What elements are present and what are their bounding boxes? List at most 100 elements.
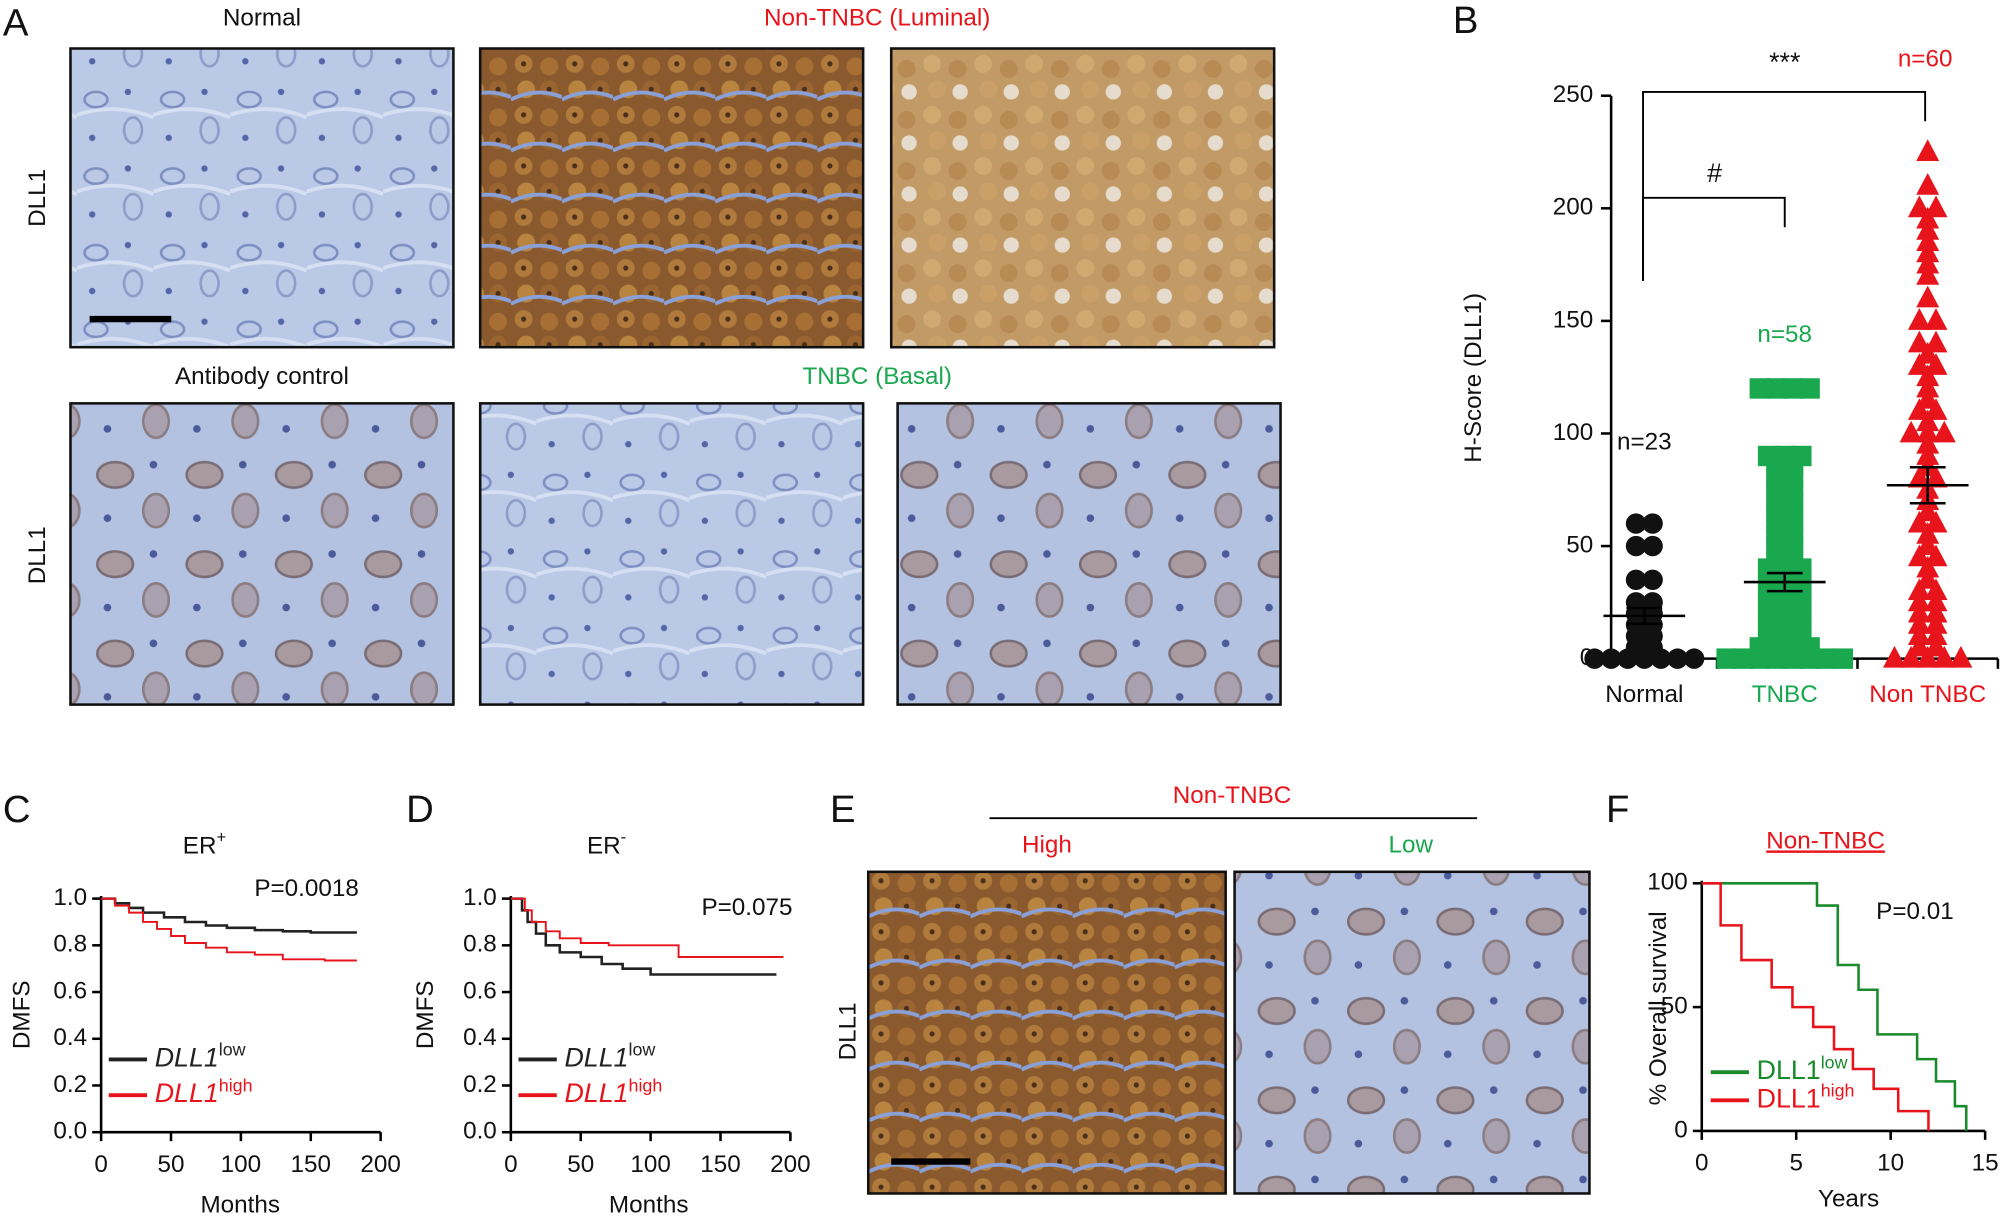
data-point bbox=[1907, 330, 1931, 353]
data-point bbox=[1625, 513, 1647, 534]
data-point bbox=[1832, 648, 1854, 669]
data-point bbox=[1600, 648, 1622, 669]
x-tick-label: 50 bbox=[158, 1151, 185, 1178]
legend-superscript: low bbox=[219, 1039, 246, 1059]
data-point bbox=[1907, 612, 1931, 634]
y-axis-label: H-Score (DLL1) bbox=[1460, 293, 1487, 463]
annotation: P=0.075 bbox=[701, 894, 792, 921]
x-tick-label: 15 bbox=[1972, 1150, 1999, 1177]
data-point bbox=[1899, 420, 1923, 443]
y-tick-label: 100 bbox=[1647, 869, 1687, 896]
data-point bbox=[1924, 544, 1948, 567]
data-point bbox=[1774, 445, 1795, 467]
survival-curve bbox=[510, 897, 777, 976]
row-label: DLL1 bbox=[24, 526, 51, 584]
data-point bbox=[1916, 251, 1940, 274]
x-tick-label: Non TNBC bbox=[1869, 681, 1987, 709]
data-point bbox=[1924, 308, 1948, 330]
x-tick-label-box: TNBC bbox=[1752, 682, 1818, 709]
data-point bbox=[1924, 634, 1948, 657]
data-point bbox=[1782, 378, 1804, 399]
legend-superscript: high bbox=[1821, 1080, 1855, 1100]
panel-label: D bbox=[406, 788, 434, 831]
data-point bbox=[1916, 364, 1940, 387]
y-tick-label: 0.8 bbox=[53, 931, 87, 958]
x-tick-label: 200 bbox=[770, 1151, 810, 1178]
data-point bbox=[1924, 612, 1948, 634]
micrograph bbox=[69, 47, 455, 349]
error-bar bbox=[1626, 606, 1663, 626]
data-point bbox=[1883, 645, 1906, 668]
data-point bbox=[1899, 645, 1923, 668]
legend-label: DLL1high bbox=[155, 1075, 253, 1108]
y-tick-label: 0.2 bbox=[53, 1071, 87, 1098]
legend-superscript: high bbox=[219, 1075, 253, 1095]
data-point bbox=[1907, 544, 1931, 567]
data-point bbox=[1625, 569, 1647, 591]
data-point bbox=[1667, 648, 1688, 669]
y-tick-label: 50 bbox=[1661, 993, 1688, 1020]
chart-title: ER- bbox=[587, 828, 626, 860]
data-point bbox=[1757, 445, 1779, 467]
micrograph bbox=[889, 47, 1276, 349]
y-tick-label: 0.8 bbox=[463, 931, 497, 958]
data-point bbox=[1642, 513, 1663, 534]
data-point bbox=[1916, 263, 1940, 285]
survival-curve bbox=[510, 897, 784, 958]
panel-label: A bbox=[3, 2, 29, 45]
micrograph bbox=[478, 402, 865, 706]
legend-name: DLL1 bbox=[564, 1078, 628, 1108]
data-point bbox=[1916, 218, 1940, 240]
y-tick-label: 0.6 bbox=[53, 977, 87, 1004]
annotation: P=0.0018 bbox=[254, 875, 359, 902]
data-point bbox=[1916, 645, 1940, 668]
data-point bbox=[1916, 173, 1940, 195]
data-point bbox=[1907, 623, 1931, 646]
data-point bbox=[1907, 634, 1931, 657]
x-axis-label: Years bbox=[1818, 1185, 1879, 1212]
chart-title-superscript: - bbox=[621, 828, 627, 847]
data-point bbox=[1766, 378, 1787, 399]
legend-label: DLL1low bbox=[155, 1039, 246, 1072]
data-point bbox=[1625, 535, 1647, 557]
error-bar bbox=[1766, 571, 1803, 593]
row-label: DLL1 bbox=[24, 169, 51, 227]
n-label: n=60 bbox=[1898, 45, 1953, 72]
data-point bbox=[1816, 648, 1837, 669]
chart-title: Non-TNBC bbox=[1766, 828, 1885, 855]
y-tick-label: 1.0 bbox=[463, 884, 497, 911]
data-point bbox=[1916, 420, 1940, 443]
x-tick-label: 200 bbox=[360, 1151, 400, 1178]
micrograph bbox=[478, 47, 865, 349]
chart-title-superscript: + bbox=[217, 828, 227, 847]
significance-label: *** bbox=[1769, 47, 1801, 77]
x-tick-label: 100 bbox=[221, 1151, 261, 1178]
data-point bbox=[1916, 443, 1940, 465]
legend-name: DLL1 bbox=[564, 1043, 628, 1073]
data-point bbox=[1584, 648, 1605, 669]
x-tick-label: 150 bbox=[291, 1151, 331, 1178]
chart-title-text: ER bbox=[183, 833, 217, 860]
significance-label: # bbox=[1707, 158, 1722, 188]
data-point bbox=[1642, 569, 1663, 591]
legend-label: DLL1high bbox=[564, 1075, 662, 1108]
survival-curve bbox=[1701, 882, 1968, 1131]
significance-bracket bbox=[1642, 196, 1786, 281]
data-point bbox=[1907, 195, 1931, 218]
legend-label: DLL1low bbox=[564, 1039, 655, 1072]
data-point bbox=[1916, 375, 1940, 398]
panel-label: B bbox=[1453, 0, 1479, 42]
column-header: Non-TNBC (Luminal) bbox=[764, 5, 990, 32]
data-point bbox=[1916, 229, 1940, 252]
chart-title-text: Non-TNBC bbox=[1766, 828, 1885, 855]
legend-label: DLL1low bbox=[1757, 1052, 1848, 1085]
data-point bbox=[1916, 240, 1940, 263]
x-tick-label: 0 bbox=[1695, 1150, 1709, 1177]
data-point bbox=[1916, 409, 1940, 432]
x-tick-label: 100 bbox=[630, 1151, 670, 1178]
legend-name: DLL1 bbox=[155, 1043, 219, 1073]
y-tick-label: 200 bbox=[1553, 194, 1593, 221]
y-tick-label: 0.4 bbox=[463, 1024, 497, 1051]
